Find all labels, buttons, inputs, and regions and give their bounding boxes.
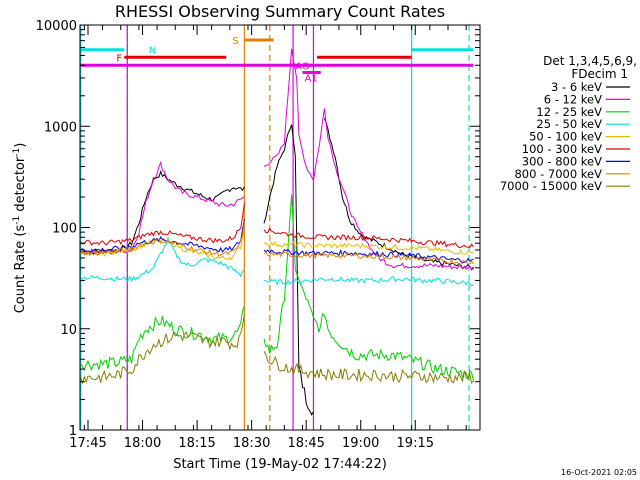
- y-axis-label-sup1: -1: [12, 216, 22, 225]
- y-tick-label-10000: 10000: [36, 19, 77, 34]
- legend-header-line1: Det 1,3,4,5,6,9,: [543, 54, 637, 68]
- y-axis-label-part2: detector: [13, 156, 28, 216]
- flag-label-n: N: [149, 46, 156, 57]
- legend-label-4: 50 - 100 keV: [529, 130, 602, 144]
- legend-label-1: 6 - 12 keV: [544, 92, 602, 106]
- series-line-7: [80, 221, 474, 266]
- legend-label-3: 25 - 50 keV: [536, 117, 602, 131]
- y-tick-label-1: 1: [69, 424, 77, 439]
- x-tick-label-6: 19:15: [397, 436, 434, 451]
- y-axis-label-part1: Count Rate (s: [13, 225, 28, 314]
- legend-label-7: 800 - 7000 keV: [514, 167, 602, 181]
- y-tick-label-1000: 1000: [44, 120, 77, 135]
- series-line-0: [80, 118, 474, 416]
- series-line-2: [80, 194, 474, 382]
- x-tick-label-4: 18:45: [287, 436, 324, 451]
- flag-label-f: F: [116, 53, 122, 64]
- y-tick-label-10: 10: [60, 323, 77, 338]
- x-axis-label: Start Time (19-May-02 17:44:22): [173, 457, 387, 472]
- legend-label-2: 12 - 25 keV: [536, 105, 602, 119]
- x-tick-label-5: 19:00: [342, 436, 379, 451]
- chart-marks: NFSAOA1: [80, 25, 474, 430]
- series-line-3: [80, 236, 474, 287]
- y-tick-label-100: 100: [52, 222, 77, 237]
- legend-label-0: 3 - 6 keV: [551, 80, 602, 94]
- legend-label-6: 300 - 800 keV: [522, 154, 602, 168]
- x-tick-label-1: 18:00: [124, 436, 161, 451]
- x-tick-label-2: 18:15: [178, 436, 215, 451]
- legend-label-5: 100 - 300 keV: [522, 142, 602, 156]
- y-axis-label: Count Rate (s-1 detector-1): [12, 143, 28, 314]
- flag-label-a1: A1: [305, 73, 318, 84]
- series-line-8: [80, 314, 474, 385]
- chart-axes: 1 10 100 1000 10000 17:45 18:00 18:15 18:30 18:45…: [36, 19, 481, 451]
- x-tick-label-3: 18:30: [233, 436, 270, 451]
- generation-date: 16-Oct-2021 02:05: [561, 468, 637, 477]
- series-line-5: [80, 203, 474, 249]
- chart-title: RHESSI Observing Summary Count Rates: [115, 2, 445, 21]
- y-axis-label-sup2: -1: [12, 148, 22, 157]
- x-tick-label-0: 17:45: [69, 436, 106, 451]
- y-axis-label-part3: ): [13, 143, 28, 148]
- flag-label-s: S: [232, 36, 238, 47]
- legend-header-line2: FDecim 1: [571, 67, 628, 81]
- legend-label-8: 7000 - 15000 keV: [500, 179, 602, 193]
